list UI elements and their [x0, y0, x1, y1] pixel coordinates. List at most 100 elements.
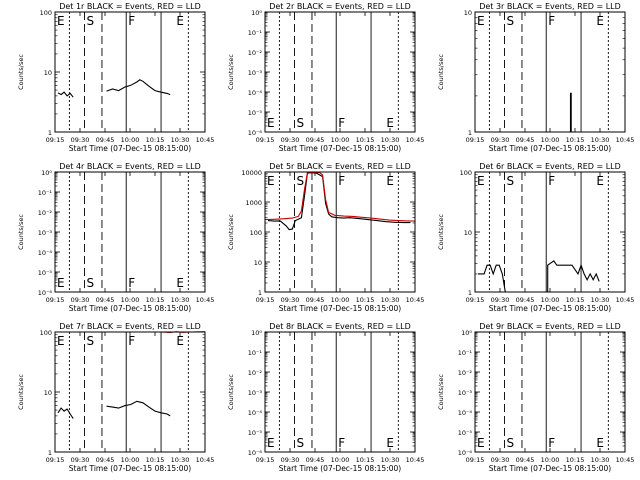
y-axis-label: Counts/sec	[17, 374, 25, 410]
x-tick-label: 09:15	[256, 136, 275, 144]
x-tick-label: 10:15	[566, 456, 585, 464]
x-tick-label: 10:00	[541, 296, 560, 304]
y-axis-label: Counts/sec	[17, 54, 25, 90]
y-tick-label: 1	[48, 129, 52, 137]
y-tick-label: 10⁻³	[38, 229, 53, 237]
marker-label-e2: E	[176, 14, 184, 28]
marker-label-s: S	[507, 436, 515, 450]
marker-label-f: F	[338, 174, 345, 188]
panel-det-4: Det 4r BLACK = Events, RED = LLD Counts/s…	[17, 162, 214, 313]
x-tick-label: 10:30	[591, 296, 610, 304]
marker-label-e2: E	[386, 116, 394, 130]
marker-label-f: F	[548, 174, 555, 188]
marker-label-e2: E	[386, 436, 394, 450]
series-2-segment-1	[264, 171, 416, 222]
y-axis-label: Counts/sec	[227, 214, 235, 250]
x-tick-label: 10:15	[356, 136, 375, 144]
x-tick-label: 10:00	[121, 456, 140, 464]
x-tick-label: 10:00	[121, 136, 140, 144]
x-tick-label: 10:00	[331, 136, 350, 144]
y-axis-label: Counts/sec	[437, 374, 445, 410]
x-tick-label: 10:15	[146, 136, 165, 144]
y-tick-label: 10⁻⁶	[38, 289, 53, 297]
y-tick-label: 100	[40, 329, 52, 337]
y-tick-label: 10	[464, 229, 472, 237]
y-tick-label: 1	[468, 289, 472, 297]
y-tick-label: 10⁻⁵	[458, 429, 473, 437]
y-axis-label: Counts/sec	[437, 214, 445, 250]
x-tick-label: 09:45	[96, 136, 115, 144]
marker-label-e1: E	[57, 276, 65, 290]
y-tick-label: 10⁻¹	[458, 349, 473, 357]
x-tick-label: 09:30	[491, 456, 510, 464]
panel-det-7: Det 7r BLACK = Events, RED = LLD Counts/s…	[17, 322, 214, 473]
x-axis-label: Start Time (07-Dec-15 08:15:00)	[69, 144, 191, 153]
x-tick-label: 10:30	[381, 136, 400, 144]
x-tick-label: 09:30	[281, 296, 300, 304]
marker-label-e1: E	[267, 436, 275, 450]
x-tick-label: 10:45	[406, 456, 425, 464]
x-tick-label: 09:15	[466, 136, 485, 144]
x-tick-label: 09:30	[491, 296, 510, 304]
y-tick-label: 10⁻⁵	[248, 109, 263, 117]
y-tick-label: 10⁻²	[248, 49, 263, 57]
marker-label-f: F	[128, 276, 135, 290]
marker-label-e2: E	[596, 174, 604, 188]
x-tick-label: 10:45	[196, 296, 215, 304]
x-axis-label: Start Time (07-Dec-15 08:15:00)	[279, 304, 401, 313]
x-axis-label: Start Time (07-Dec-15 08:15:00)	[279, 464, 401, 473]
y-tick-label: 10⁻⁴	[248, 89, 263, 97]
marker-label-e1: E	[477, 436, 485, 450]
marker-label-e2: E	[176, 276, 184, 290]
panel-title: Det 7r BLACK = Events, RED = LLD	[59, 322, 201, 331]
marker-label-s: S	[507, 14, 515, 28]
panel-title: Det 4r BLACK = Events, RED = LLD	[59, 162, 201, 171]
y-tick-label: 10⁻³	[248, 69, 263, 77]
x-tick-label: 09:15	[46, 456, 65, 464]
marker-label-s: S	[297, 174, 305, 188]
x-tick-label: 09:15	[46, 136, 65, 144]
y-axis-label: Counts/sec	[227, 374, 235, 410]
marker-label-s: S	[87, 334, 95, 348]
y-tick-label: 10⁻⁵	[38, 269, 53, 277]
plot-frame	[264, 331, 416, 453]
y-tick-label: 10	[464, 9, 472, 17]
series-1-segment-1	[478, 264, 506, 293]
y-tick-label: 100	[40, 9, 52, 17]
panel-title: Det 3r BLACK = Events, RED = LLD	[479, 2, 621, 11]
x-tick-label: 10:30	[381, 456, 400, 464]
x-tick-label: 09:45	[306, 456, 325, 464]
panel-title: Det 5r BLACK = Events, RED = LLD	[269, 162, 411, 171]
x-tick-label: 10:15	[356, 456, 375, 464]
x-tick-label: 09:15	[466, 456, 485, 464]
y-tick-label: 10⁻³	[248, 389, 263, 397]
y-tick-label: 10⁻²	[248, 369, 263, 377]
x-tick-label: 09:30	[71, 456, 90, 464]
marker-label-s: S	[507, 174, 515, 188]
y-tick-label: 10	[44, 69, 52, 77]
x-tick-label: 10:45	[406, 136, 425, 144]
y-tick-label: 10⁰	[41, 169, 52, 177]
marker-label-s: S	[297, 436, 305, 450]
y-tick-label: 1	[258, 289, 262, 297]
y-tick-label: 1000	[245, 199, 262, 207]
panel-det-8: Det 8r BLACK = Events, RED = LLD Counts/s…	[227, 322, 424, 473]
marker-label-f: F	[128, 334, 135, 348]
x-tick-label: 10:15	[566, 296, 585, 304]
panel-title: Det 9r BLACK = Events, RED = LLD	[479, 322, 621, 331]
y-tick-label: 10⁻⁵	[248, 429, 263, 437]
marker-label-e1: E	[267, 116, 275, 130]
x-tick-label: 09:45	[306, 136, 325, 144]
series-1-segment-2	[106, 400, 171, 417]
x-tick-label: 09:30	[491, 136, 510, 144]
plot-frame	[264, 11, 416, 133]
x-tick-label: 10:30	[171, 456, 190, 464]
marker-label-e1: E	[57, 334, 65, 348]
plot-frame	[54, 11, 206, 133]
x-tick-label: 10:15	[566, 136, 585, 144]
x-tick-label: 10:30	[591, 456, 610, 464]
panel-det-9: Det 9r BLACK = Events, RED = LLD Counts/s…	[437, 322, 634, 473]
y-tick-label: 10000	[241, 169, 262, 177]
x-tick-label: 09:45	[516, 296, 535, 304]
